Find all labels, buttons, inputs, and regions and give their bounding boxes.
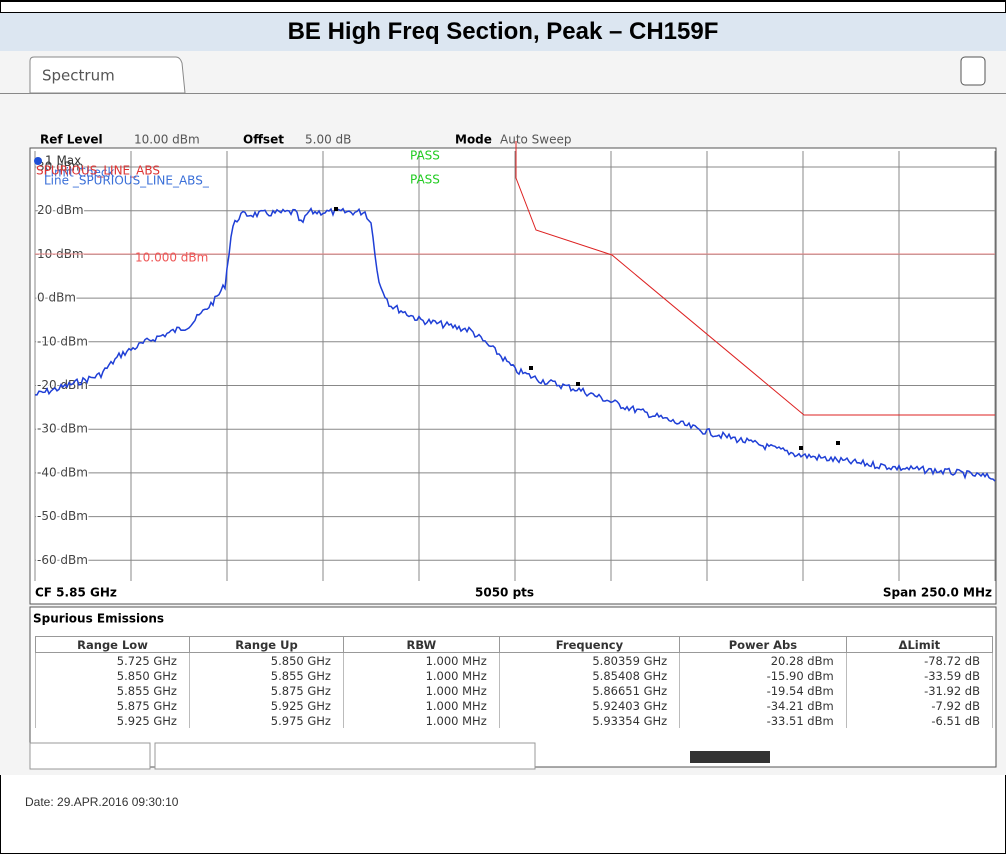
y-label: -50 dBm <box>37 509 88 523</box>
cell: -31.92 dB <box>845 683 994 698</box>
peak-markers <box>334 207 840 450</box>
limit-check: Limit Check <box>44 166 115 180</box>
column-header: ΔLimit <box>845 636 994 653</box>
tab-label: Spectrum <box>42 67 115 85</box>
row: 5.855 GHz 5.875 GHz 1.000 MHz 5.86651 GHz -1… <box>35 683 994 698</box>
row: 5.925 GHz 5.975 GHz 1.000 MHz 5.93354 GHz -3… <box>35 713 994 728</box>
y-label: -10 dBm <box>37 334 88 348</box>
pass: PASS <box>410 149 440 163</box>
cell: 1.000 MHz <box>342 652 500 668</box>
limit-name: SPURIOUS_LINE_ABS <box>36 164 160 178</box>
cell: 1.000 MHz <box>342 683 500 698</box>
ref-level: 10.00 dBm <box>134 133 200 147</box>
offset-label: Offset <box>243 133 284 147</box>
cell: -33.51 dBm <box>679 713 847 728</box>
row: 5.725 GHz 5.850 GHz 1.000 MHz 5.80359 GHz 20… <box>35 652 994 668</box>
y-label: 0 dBm <box>37 291 76 305</box>
cell: 5.925 GHz <box>35 713 190 728</box>
cell: -33.59 dB <box>845 668 994 683</box>
date: Date: 29.APR.2016 09:30:10 <box>25 795 179 809</box>
column-header: Frequency <box>498 636 681 653</box>
row: 5.850 GHz 5.855 GHz 1.000 MHz 5.85408 GHz -1… <box>35 668 994 683</box>
cell: 5.875 GHz <box>188 683 344 698</box>
table: Range Low Range Up RBW Frequency Power Abs ΔL… <box>35 636 994 728</box>
cell: 5.93354 GHz <box>498 713 681 728</box>
points: 5050 pts <box>475 586 534 600</box>
ref-level-label: Ref Level <box>40 133 103 147</box>
row: 5.875 GHz 5.925 GHz 1.000 MHz 5.92403 GHz -3… <box>35 698 994 713</box>
y-label: 30 dBm <box>37 160 84 174</box>
separator <box>0 93 1006 94</box>
title: BE High Freq Section, Peak – CH159F <box>0 12 1006 52</box>
table-title: Spurious Emissions <box>33 612 164 626</box>
cell: -7.92 dB <box>845 698 994 713</box>
cell: 5.855 GHz <box>188 668 344 683</box>
span: Span 250.0 MHz <box>883 586 992 600</box>
cell: 1.000 MHz <box>342 668 500 683</box>
offset: 5.00 dB <box>305 133 351 147</box>
trace-label: 1 Max <box>45 154 81 168</box>
column-header: Power Abs <box>679 636 847 653</box>
cell: 5.850 GHz <box>188 652 344 668</box>
trace-dot <box>34 157 42 165</box>
status-box <box>29 742 151 770</box>
cell: 1.000 MHz <box>342 713 500 728</box>
cell: 5.975 GHz <box>188 713 344 728</box>
menu-icon[interactable] <box>960 56 986 86</box>
status-box <box>154 742 536 770</box>
y-label: -60 dBm <box>37 553 88 567</box>
cell: -15.90 dBm <box>679 668 847 683</box>
line-label: Line _SPURIOUS_LINE_ABS_ <box>44 174 210 188</box>
cell: 5.875 GHz <box>35 698 190 713</box>
cell: 1.000 MHz <box>342 698 500 713</box>
pass: PASS <box>410 173 440 187</box>
plot-frame <box>29 147 997 605</box>
mode-label: Mode <box>455 133 492 147</box>
cell: 5.725 GHz <box>35 652 190 668</box>
column-header: RBW <box>342 636 500 653</box>
trace <box>35 207 996 482</box>
cell: -78.72 dB <box>845 652 994 668</box>
ref-line-label: 10.000 dBm <box>135 251 208 265</box>
center-freq: CF 5.85 GHz <box>35 586 117 600</box>
cell: 5.855 GHz <box>35 683 190 698</box>
progress <box>690 751 770 763</box>
cell: 5.850 GHz <box>35 668 190 683</box>
cell: -19.54 dBm <box>679 683 847 698</box>
cell: 5.85408 GHz <box>498 668 681 683</box>
cell: -34.21 dBm <box>679 698 847 713</box>
cell: -6.51 dB <box>845 713 994 728</box>
column-header: Range Low <box>35 636 190 653</box>
y-label: -40 dBm <box>37 465 88 479</box>
column-header: Range Up <box>188 636 344 653</box>
cell: 5.925 GHz <box>188 698 344 713</box>
cell: 5.80359 GHz <box>498 652 681 668</box>
cell: 20.28 dBm <box>679 652 847 668</box>
limit-line <box>515 141 995 416</box>
cell: 5.86651 GHz <box>498 683 681 698</box>
y-label: 20 dBm <box>37 203 84 217</box>
tab[interactable] <box>29 56 186 94</box>
y-label: -30 dBm <box>37 422 88 436</box>
mode: Auto Sweep <box>500 133 572 147</box>
cell: 5.92403 GHz <box>498 698 681 713</box>
